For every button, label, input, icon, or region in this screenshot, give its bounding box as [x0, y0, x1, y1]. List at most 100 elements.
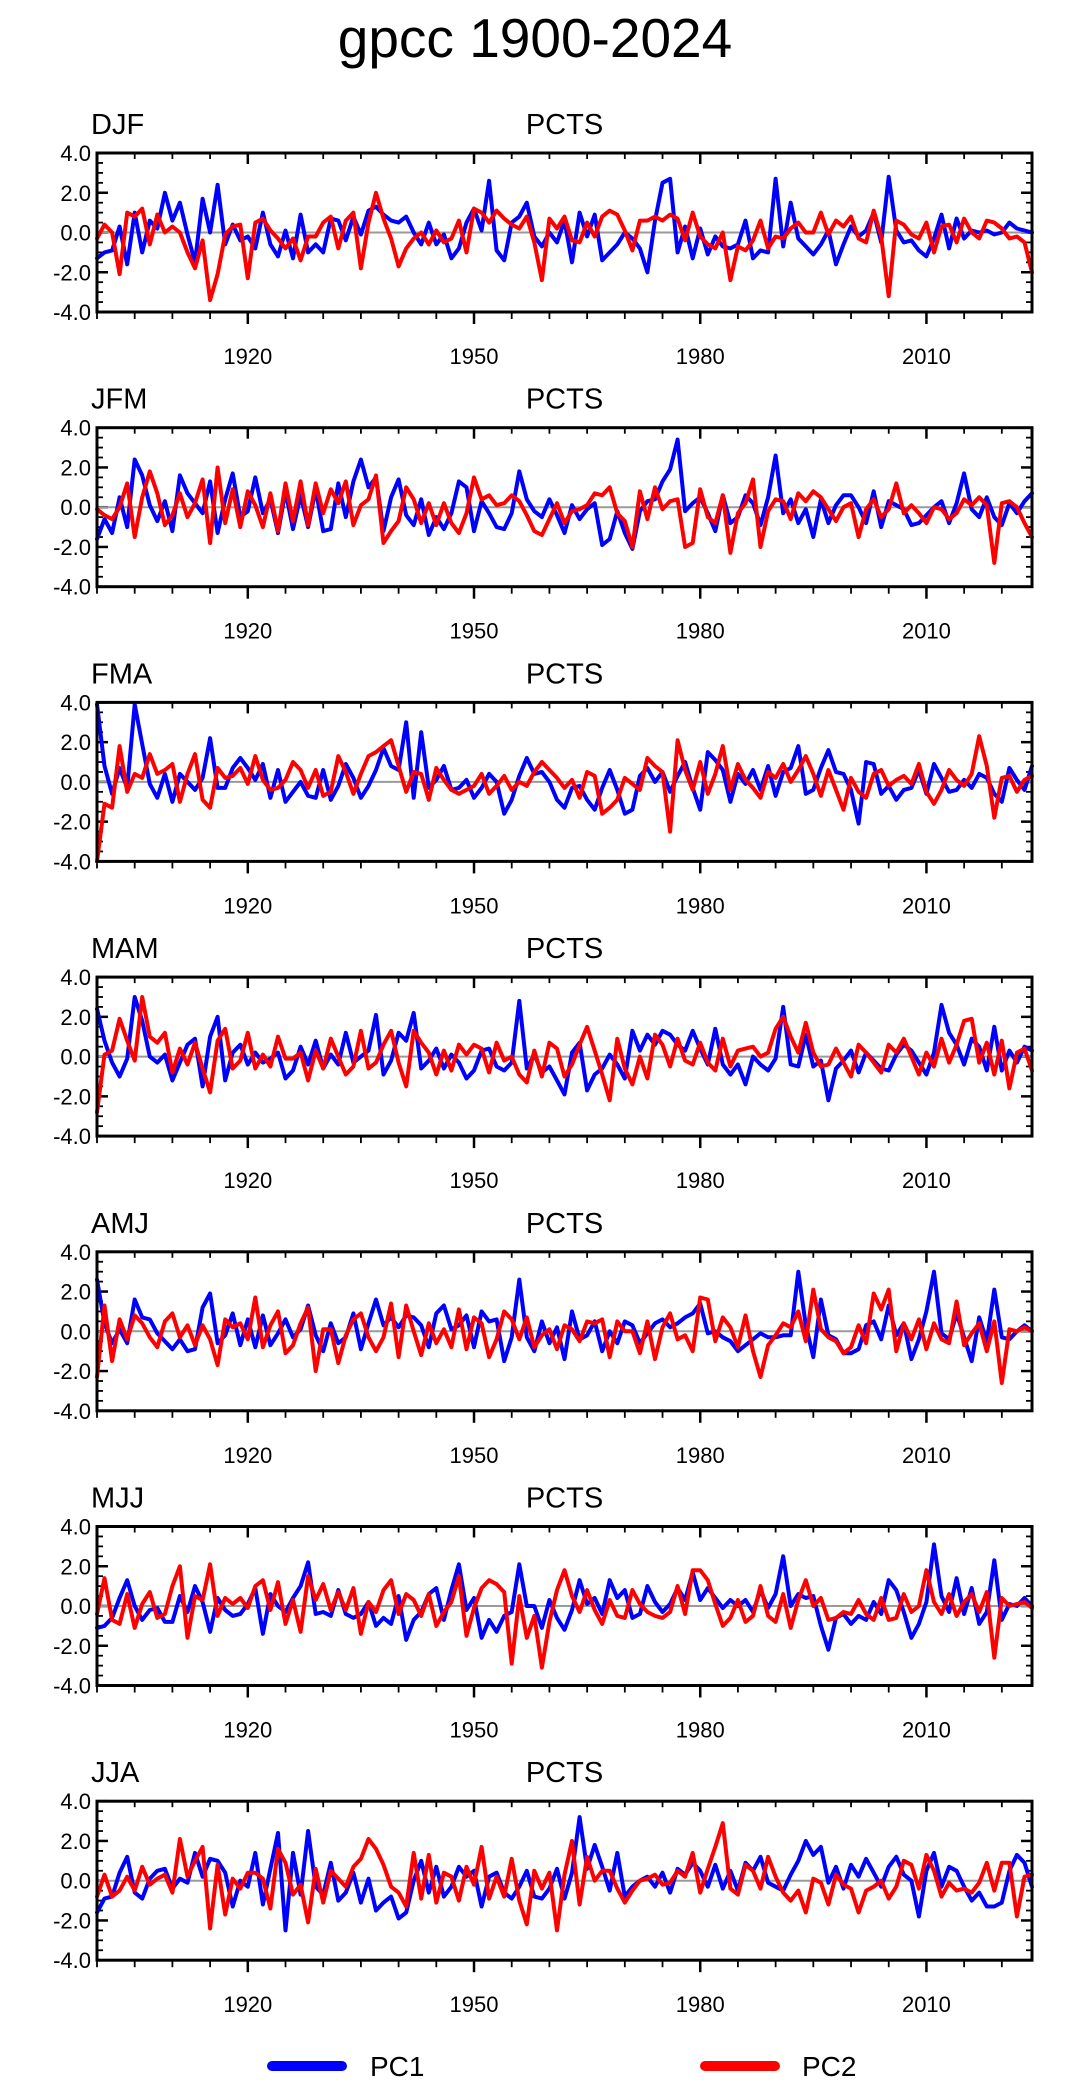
y-tick-label: -4.0 [53, 300, 91, 325]
x-tick-label: 1950 [450, 344, 499, 369]
y-tick-label: 0.0 [60, 221, 91, 246]
y-tick-label: 2.0 [60, 1829, 91, 1854]
x-tick-label: 2010 [902, 344, 951, 369]
y-tick-label: 4.0 [60, 141, 91, 166]
y-tick-label: 4.0 [60, 416, 91, 441]
x-tick-label: 1950 [450, 1168, 499, 1193]
panel-title: PCTS [526, 1757, 603, 1789]
y-tick-label: 0.0 [60, 1319, 91, 1344]
y-tick-label: -2.0 [53, 535, 91, 560]
y-tick-label: 0.0 [60, 1869, 91, 1894]
plot-frame [95, 426, 1034, 589]
plot-frame [95, 1799, 1034, 1962]
y-tick-label: 4.0 [60, 1789, 91, 1814]
plot-frame [95, 151, 1034, 314]
figure-title: gpcc 1900-2024 [338, 7, 732, 69]
x-tick-label: 2010 [902, 619, 951, 644]
panel-mjj: MJJ PCTS 4.0 2.0 0.0 -2.0 -4.0 1920 1950 1980 2010 [53, 1483, 1034, 1743]
x-tick-label: 1920 [223, 1718, 272, 1743]
x-tick-label: 1920 [223, 1443, 272, 1468]
y-tick-label: 2.0 [60, 1280, 91, 1305]
y-tick-label: -4.0 [53, 575, 91, 600]
x-tick-label: 1980 [676, 344, 725, 369]
x-tick-label: 1950 [450, 1718, 499, 1743]
y-tick-label: 2.0 [60, 1554, 91, 1579]
y-tick-label: 2.0 [60, 1005, 91, 1030]
panel-amj: AMJ PCTS 4.0 2.0 0.0 -2.0 -4.0 1920 1950 1980 2010 [53, 1208, 1034, 1468]
y-tick-label: 4.0 [60, 690, 91, 715]
y-tick-label: -2.0 [53, 810, 91, 835]
y-tick-label: 4.0 [60, 965, 91, 990]
y-tick-label: -2.0 [53, 260, 91, 285]
season-label: JFM [91, 384, 147, 416]
season-label: MAM [91, 933, 159, 965]
y-tick-label: 0.0 [60, 1045, 91, 1070]
y-tick-label: -4.0 [53, 849, 91, 874]
series-line-pc1 [95, 702, 1034, 826]
panel-title: PCTS [526, 109, 603, 141]
series-line-pc1 [95, 1815, 1034, 1933]
x-tick-label: 2010 [902, 1718, 951, 1743]
y-tick-label: 4.0 [60, 1240, 91, 1265]
x-tick-label: 1980 [676, 893, 725, 918]
y-tick-label: 0.0 [60, 770, 91, 795]
plot-frame [95, 1525, 1034, 1687]
plot-frame [95, 700, 1034, 863]
y-tick-label: 2.0 [60, 730, 91, 755]
y-tick-label: -4.0 [53, 1124, 91, 1149]
y-tick-label: -4.0 [53, 1674, 91, 1699]
panel-title: PCTS [526, 384, 603, 416]
panel-title: PCTS [526, 1483, 603, 1515]
series-line-pc1 [95, 1542, 1034, 1652]
panel-title: PCTS [526, 658, 603, 690]
series-line-pc2 [95, 1562, 1034, 1670]
legend-label-pc1: PC1 [370, 2051, 424, 2082]
season-label: FMA [91, 658, 153, 690]
x-tick-label: 1920 [223, 344, 272, 369]
x-tick-label: 1980 [676, 1168, 725, 1193]
x-tick-label: 1950 [450, 1443, 499, 1468]
x-tick-label: 1950 [450, 619, 499, 644]
y-tick-label: -2.0 [53, 1359, 91, 1384]
x-tick-label: 1980 [676, 619, 725, 644]
x-tick-label: 1980 [676, 1992, 725, 2017]
x-tick-label: 1920 [223, 893, 272, 918]
legend-label-pc2: PC2 [802, 2051, 856, 2082]
y-tick-label: 4.0 [60, 1515, 91, 1540]
x-tick-label: 1920 [223, 1992, 272, 2017]
panel-jja: JJA PCTS 4.0 2.0 0.0 -2.0 -4.0 1920 1950 1980 2010 [53, 1757, 1034, 2017]
series-line-pc2 [95, 190, 1034, 303]
panel-jfm: JFM PCTS 4.0 2.0 0.0 -2.0 -4.0 1920 1950 1980 2010 [53, 384, 1034, 644]
y-tick-label: -2.0 [53, 1908, 91, 1933]
season-label: MJJ [91, 1483, 144, 1515]
x-tick-label: 2010 [902, 1443, 951, 1468]
y-tick-label: -4.0 [53, 1399, 91, 1424]
series-line-pc1 [95, 1269, 1034, 1364]
x-tick-label: 1980 [676, 1718, 725, 1743]
panel-djf: DJF PCTS 4.0 2.0 0.0 -2.0 -4.0 1920 1950 1980 2010 [53, 109, 1034, 369]
y-tick-label: -2.0 [53, 1084, 91, 1109]
x-tick-label: 1950 [450, 1992, 499, 2017]
series-line-pc2 [95, 465, 1034, 565]
y-tick-label: 0.0 [60, 495, 91, 520]
x-tick-label: 1920 [223, 619, 272, 644]
series-line-pc2 [95, 995, 1034, 1115]
plot-frame [95, 1250, 1034, 1413]
x-tick-label: 2010 [902, 1992, 951, 2017]
plot-frame [95, 975, 1034, 1138]
panel-title: PCTS [526, 933, 603, 965]
series-line-pc2 [95, 1287, 1034, 1385]
y-tick-label: 2.0 [60, 455, 91, 480]
season-label: AMJ [91, 1208, 149, 1240]
legend: PC1 PC2 [267, 2051, 856, 2082]
x-tick-label: 1920 [223, 1168, 272, 1193]
y-tick-label: -2.0 [53, 1634, 91, 1659]
series-line-pc2 [95, 1821, 1034, 1933]
x-tick-label: 2010 [902, 893, 951, 918]
panels-container: DJF PCTS 4.0 2.0 0.0 -2.0 -4.0 1920 1950 1980 2010… [53, 109, 1034, 2017]
y-tick-label: -4.0 [53, 1948, 91, 1973]
y-tick-label: 2.0 [60, 181, 91, 206]
x-tick-label: 1950 [450, 893, 499, 918]
y-tick-label: 0.0 [60, 1594, 91, 1619]
